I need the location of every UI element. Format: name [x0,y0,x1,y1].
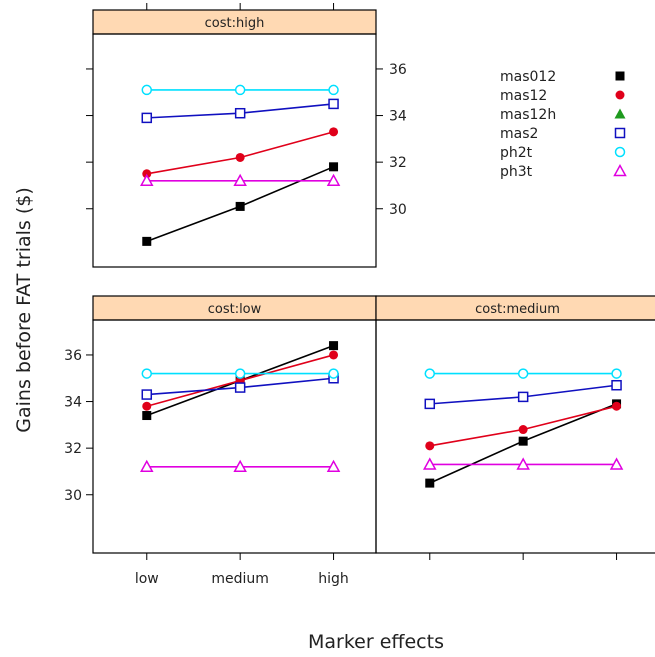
legend-marker-ph2t [614,146,626,158]
legend-marker-mas12 [615,90,625,100]
legend-label-mas012: mas012 [500,69,556,85]
data-point-mas2 [424,398,436,410]
data-point-ph2t [517,368,529,379]
data-point-ph3t [140,173,154,187]
panel-strip-label: cost:high [205,16,265,31]
legend-label-ph3t: ph3t [500,164,533,180]
legend-marker-mas12h [614,108,626,119]
panel-frame [92,33,377,268]
y-tick-label: 32 [64,441,82,457]
panel-strip-label: cost:low [208,302,262,317]
panel-strip-label: cost:medium [475,302,560,317]
data-point-mas012 [235,201,245,211]
panel-strip [375,295,655,321]
data-point-mas12 [329,350,339,360]
series-ph2t [141,84,339,96]
data-point-mas012 [425,478,435,488]
y-tick-label: 34 [64,395,82,411]
x-tick-label: medium [211,571,269,587]
y-tick-label: 30 [64,488,82,504]
data-point-ph3t [140,459,154,473]
panel-frame [375,319,655,554]
data-point-ph3t [233,173,247,187]
plot-area: cost:high 30 32 34 36 cost:low 30 32 34 36 low medi… [64,3,655,587]
series-line-mas12 [146,131,334,175]
panel-cost-low: cost:low 30 32 34 36 low medium high [64,295,377,587]
series-ph3t [423,457,624,470]
data-point-mas12 [142,401,152,411]
y-tick-label: 36 [389,62,407,78]
y-tick-label: 30 [389,202,407,218]
panel-cost-medium: cost:medium [375,295,655,560]
data-point-mas12 [329,127,339,137]
data-point-mas012 [518,436,528,446]
data-point-mas2 [328,98,339,110]
legend-label-mas12h: mas12h [500,107,556,123]
data-point-mas2 [517,391,529,403]
y-tick-label: 32 [389,155,407,171]
legend-marker-mas2 [614,127,626,139]
data-point-mas012 [329,341,339,351]
data-point-mas012 [142,236,152,246]
panel-strip [92,9,377,35]
data-point-mas2 [141,389,153,400]
y-tick-label: 36 [64,348,82,364]
data-point-mas12 [518,425,528,435]
data-point-mas2 [611,379,622,391]
data-point-mas12 [425,441,435,451]
legend-marker-ph3t [613,163,627,177]
data-point-ph3t [326,459,341,473]
data-point-ph2t [234,368,246,379]
data-point-mas12 [235,152,245,162]
data-point-mas12 [612,401,622,411]
panel-strip [92,295,377,321]
x-tick-label: low [135,571,159,587]
legend-label-ph2t: ph2t [500,145,533,161]
data-point-ph3t [516,457,530,470]
legend-marker-mas012 [615,71,625,81]
series-ph3t [140,173,341,187]
legend-label-mas12: mas12 [500,88,547,104]
data-point-ph2t [328,368,339,379]
data-point-mas012 [329,162,339,172]
data-point-mas2 [234,382,246,393]
data-point-ph3t [233,459,247,473]
series-ph2t [424,368,622,379]
data-point-ph2t [141,368,153,379]
x-tick-label: high [318,571,349,587]
data-point-ph3t [326,173,341,187]
data-point-ph2t [234,84,246,96]
data-point-ph2t [424,368,436,379]
y-axis-title: Gains before FAT trials ($) [13,187,35,432]
data-point-mas2 [141,112,153,124]
series-mas12 [425,401,622,451]
data-point-mas2 [234,107,246,119]
data-point-ph3t [609,457,624,470]
series-mas2 [424,379,622,410]
series-ph2t [141,368,339,379]
legend-label-mas2: mas2 [500,126,538,142]
x-axis-title: Marker effects [308,631,444,653]
data-point-ph3t [423,457,437,470]
legend: mas012 mas12 mas12h mas2 ph2t ph3t [500,69,627,180]
data-point-mas012 [142,411,152,421]
series-mas2 [141,98,339,124]
series-ph3t [140,459,341,473]
series-mas12 [142,127,339,179]
data-point-ph2t [611,368,622,379]
y-tick-label: 34 [389,109,407,125]
data-point-ph2t [141,84,153,96]
data-point-ph2t [328,84,339,96]
panel-cost-high: cost:high 30 32 34 36 [86,3,407,268]
